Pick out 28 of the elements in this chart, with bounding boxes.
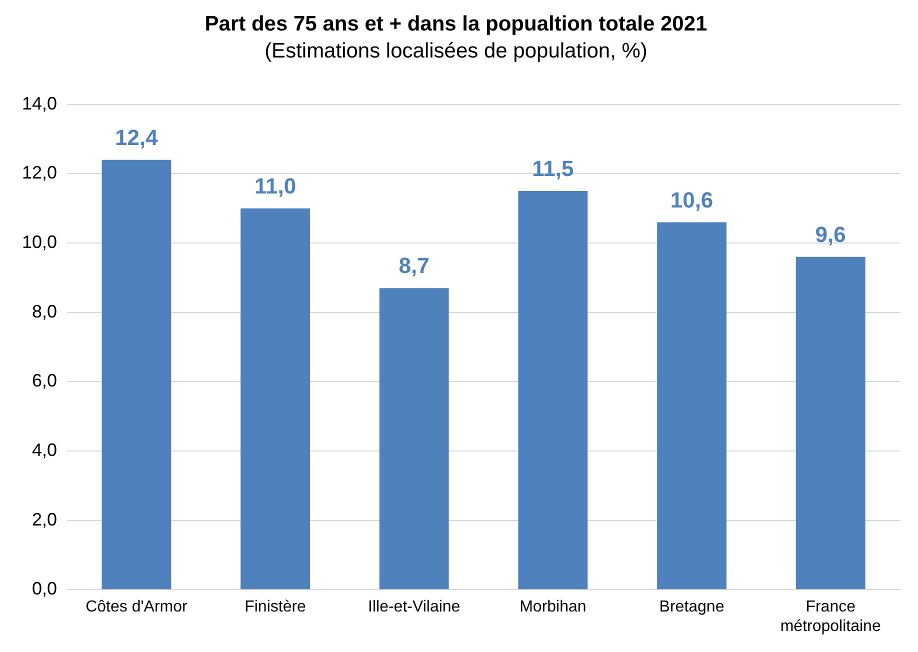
data-label: 8,7 xyxy=(398,253,430,278)
data-label: 12,4 xyxy=(115,124,159,150)
chart-subtitle: (Estimations localisées de population, %) xyxy=(264,40,648,63)
y-tick-label: 8,0 xyxy=(32,301,58,322)
y-tick-label: 6,0 xyxy=(32,370,58,391)
y-tick-label: 14,0 xyxy=(22,93,58,114)
x-tick-label: France métropolitaine xyxy=(780,598,881,635)
x-tick-label: Bretagne xyxy=(659,598,724,616)
x-tick-label: Ille-et-Vilaine xyxy=(368,598,460,616)
bar xyxy=(657,222,726,590)
y-tick-label: 2,0 xyxy=(32,509,58,530)
bar xyxy=(240,208,310,590)
data-label: 11,5 xyxy=(532,156,574,182)
y-tick-label: 12,0 xyxy=(22,162,58,183)
bar xyxy=(379,288,449,590)
bar xyxy=(796,256,866,590)
data-label: 10,6 xyxy=(670,187,714,212)
y-tick-label: 4,0 xyxy=(32,440,58,460)
bar xyxy=(518,191,588,590)
chart-title: Part des 75 ans et + dans la popualtion totale 2021 xyxy=(204,12,708,36)
bar xyxy=(102,160,172,590)
x-tick-label: Morbihan xyxy=(520,598,586,616)
y-tick-label: 10,0 xyxy=(22,232,58,252)
x-tick-label: Finistère xyxy=(244,598,306,616)
x-tick-label: Côtes d'Armor xyxy=(86,598,188,616)
data-label: 9,6 xyxy=(815,222,846,247)
y-tick-label: 0,0 xyxy=(32,578,58,599)
data-label: 11,0 xyxy=(254,173,296,198)
